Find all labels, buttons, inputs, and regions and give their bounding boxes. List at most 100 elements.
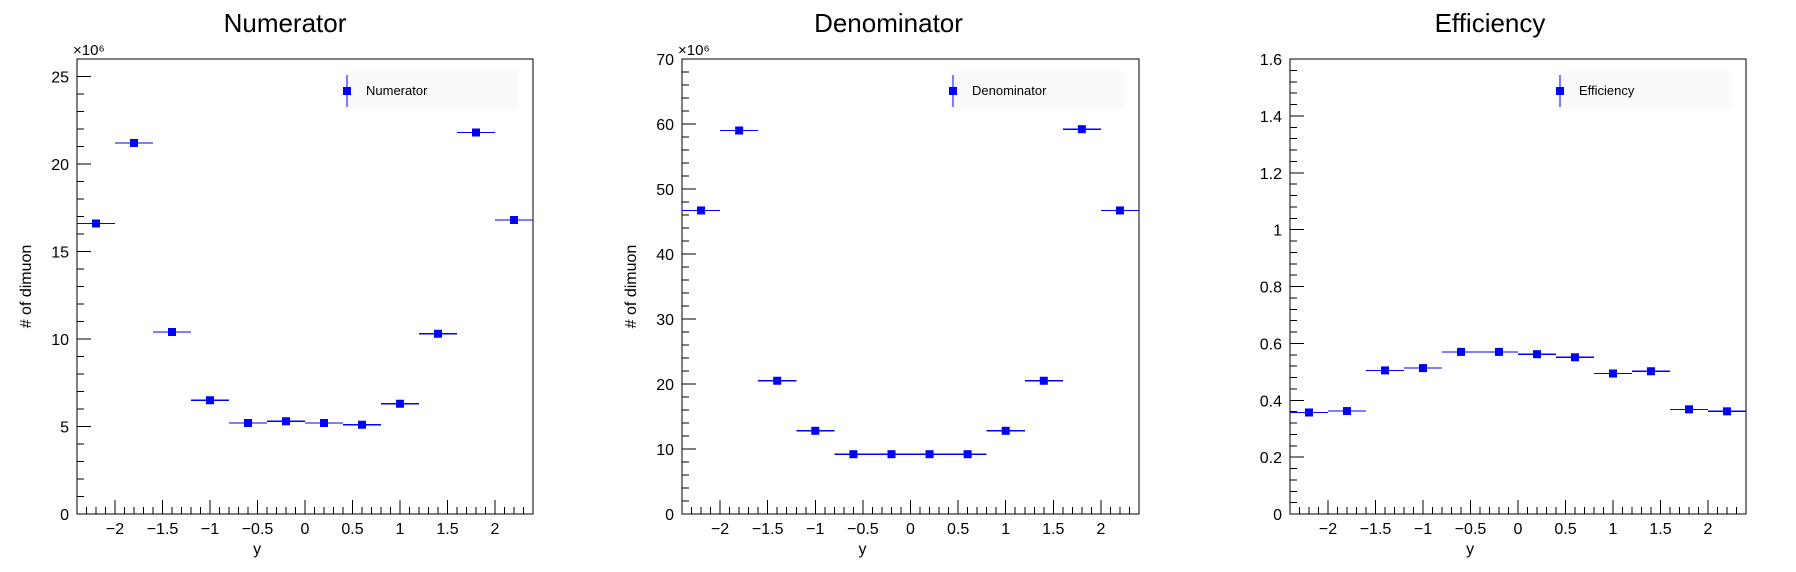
chart-title: Numerator xyxy=(224,8,347,38)
chart-panel-2: Denominator−2 −1.5 −1 −0.5 0 0.5 1 1.5 201020304… xyxy=(623,8,1140,558)
x-tick-label: 2 xyxy=(491,521,500,538)
y-tick-label: 10 xyxy=(51,332,69,349)
data-point xyxy=(244,419,252,427)
data-point xyxy=(358,420,366,429)
data-point xyxy=(1039,376,1048,385)
x-tick-label: 0 xyxy=(301,521,310,538)
y-tick-label: 1.4 xyxy=(1260,109,1282,126)
data-point xyxy=(1647,367,1655,376)
y-tick-label: 0.8 xyxy=(1260,280,1282,297)
x-tick-label: −2 xyxy=(711,521,729,538)
x-tick-label: −1 xyxy=(1414,521,1432,538)
plot-frame xyxy=(76,58,534,515)
x-tick-label: −0.5 xyxy=(1455,521,1487,538)
x-tick-label: −2 xyxy=(106,521,124,538)
chart-panel-3: Efficiency −2 −1.5 −1 −0.5 0 0.5 1 1.5 2 0 0.2 0.4 0.… xyxy=(1260,8,1747,558)
y-tick-label: 0.4 xyxy=(1260,393,1282,410)
y-tick-label: 20 xyxy=(656,377,674,394)
x-tick-label: 1.5 xyxy=(436,521,458,538)
plot-frame xyxy=(1289,58,1747,515)
data-point xyxy=(320,419,328,427)
legend-box xyxy=(1557,71,1732,109)
data-point xyxy=(396,399,404,408)
data-point xyxy=(773,376,782,385)
x-axis-label: y xyxy=(253,541,261,558)
plot-frame xyxy=(681,58,1140,515)
data-point xyxy=(130,139,138,147)
x-tick-label: 0 xyxy=(1514,521,1523,538)
y-tick-label: 0 xyxy=(1273,507,1282,524)
x-tick-label: 0.5 xyxy=(341,521,363,538)
y-tick-label: 40 xyxy=(656,247,674,264)
data-point xyxy=(472,128,480,137)
x-tick-label: 0.5 xyxy=(947,521,969,538)
legend-marker xyxy=(343,87,351,95)
data-point xyxy=(1305,408,1313,417)
x-tick-label: −1.5 xyxy=(752,521,784,538)
chart-title: Efficiency xyxy=(1435,8,1546,38)
x-tick-label: 2 xyxy=(1096,521,1105,538)
data-point xyxy=(1115,206,1124,215)
x-tick-label: −0.5 xyxy=(847,521,879,538)
data-point xyxy=(1077,125,1086,134)
data-point xyxy=(1685,405,1693,414)
data-point xyxy=(1571,353,1579,362)
data-point xyxy=(1533,350,1541,359)
x-tick-label: −0.5 xyxy=(242,521,274,538)
data-point xyxy=(811,426,820,435)
data-point xyxy=(963,450,972,459)
data-point xyxy=(1495,347,1503,356)
x-axis-label: y xyxy=(859,541,867,558)
y-axis-exponent-label: ×10⁶ xyxy=(678,42,710,59)
chart-title: Denominator xyxy=(814,8,963,38)
x-tick-label: 1.5 xyxy=(1042,521,1064,538)
y-tick-label: 20 xyxy=(51,157,69,174)
y-tick-label: 70 xyxy=(656,52,674,69)
x-tick-label: 2 xyxy=(1704,521,1713,538)
y-tick-label: 25 xyxy=(51,70,69,87)
x-tick-label: −1.5 xyxy=(147,521,179,538)
y-tick-label: 10 xyxy=(656,442,674,459)
legend-label: Denominator xyxy=(972,83,1047,98)
y-tick-label: 0 xyxy=(60,507,69,524)
chart-panel-1: Numerator−2 −1.5 −1 −0.5 0 0.5 1 1.5 20510152025… xyxy=(18,8,534,558)
y-tick-label: 0.2 xyxy=(1260,450,1282,467)
y-axis-label: # of dimuon xyxy=(623,245,640,329)
legend-label: Efficiency xyxy=(1579,83,1635,98)
data-point xyxy=(697,206,706,215)
x-tick-label: 1 xyxy=(396,521,405,538)
data-point xyxy=(1001,426,1010,435)
x-tick-label: 1 xyxy=(1001,521,1010,538)
x-tick-label: −1 xyxy=(806,521,824,538)
y-tick-label: 1.2 xyxy=(1260,166,1282,183)
data-point xyxy=(168,328,176,336)
y-axis-label: # of dimuon xyxy=(18,245,35,329)
x-tick-label: −1 xyxy=(201,521,219,538)
x-tick-label: −2 xyxy=(1319,521,1337,538)
y-tick-label: 1.6 xyxy=(1260,52,1282,69)
data-point xyxy=(1381,366,1389,375)
y-tick-label: 0 xyxy=(665,507,674,524)
y-tick-label: 0.6 xyxy=(1260,336,1282,353)
y-tick-label: 50 xyxy=(656,182,674,199)
data-point xyxy=(92,219,100,228)
x-tick-label: 0.5 xyxy=(1554,521,1576,538)
y-tick-label: 5 xyxy=(60,420,69,437)
y-tick-label: 1 xyxy=(1273,223,1282,240)
legend-marker xyxy=(1556,87,1564,95)
data-point xyxy=(434,329,442,338)
data-point xyxy=(849,450,858,459)
x-tick-label: 0 xyxy=(906,521,915,538)
x-tick-label: 1 xyxy=(1609,521,1618,538)
legend-box xyxy=(950,71,1125,109)
x-tick-label: −1.5 xyxy=(1360,521,1392,538)
data-point xyxy=(887,450,896,459)
data-point xyxy=(510,216,518,224)
data-point xyxy=(1419,364,1427,373)
legend-box xyxy=(344,71,519,109)
legend-label: Numerator xyxy=(366,83,428,98)
y-tick-label: 60 xyxy=(656,117,674,134)
y-tick-label: 30 xyxy=(656,312,674,329)
